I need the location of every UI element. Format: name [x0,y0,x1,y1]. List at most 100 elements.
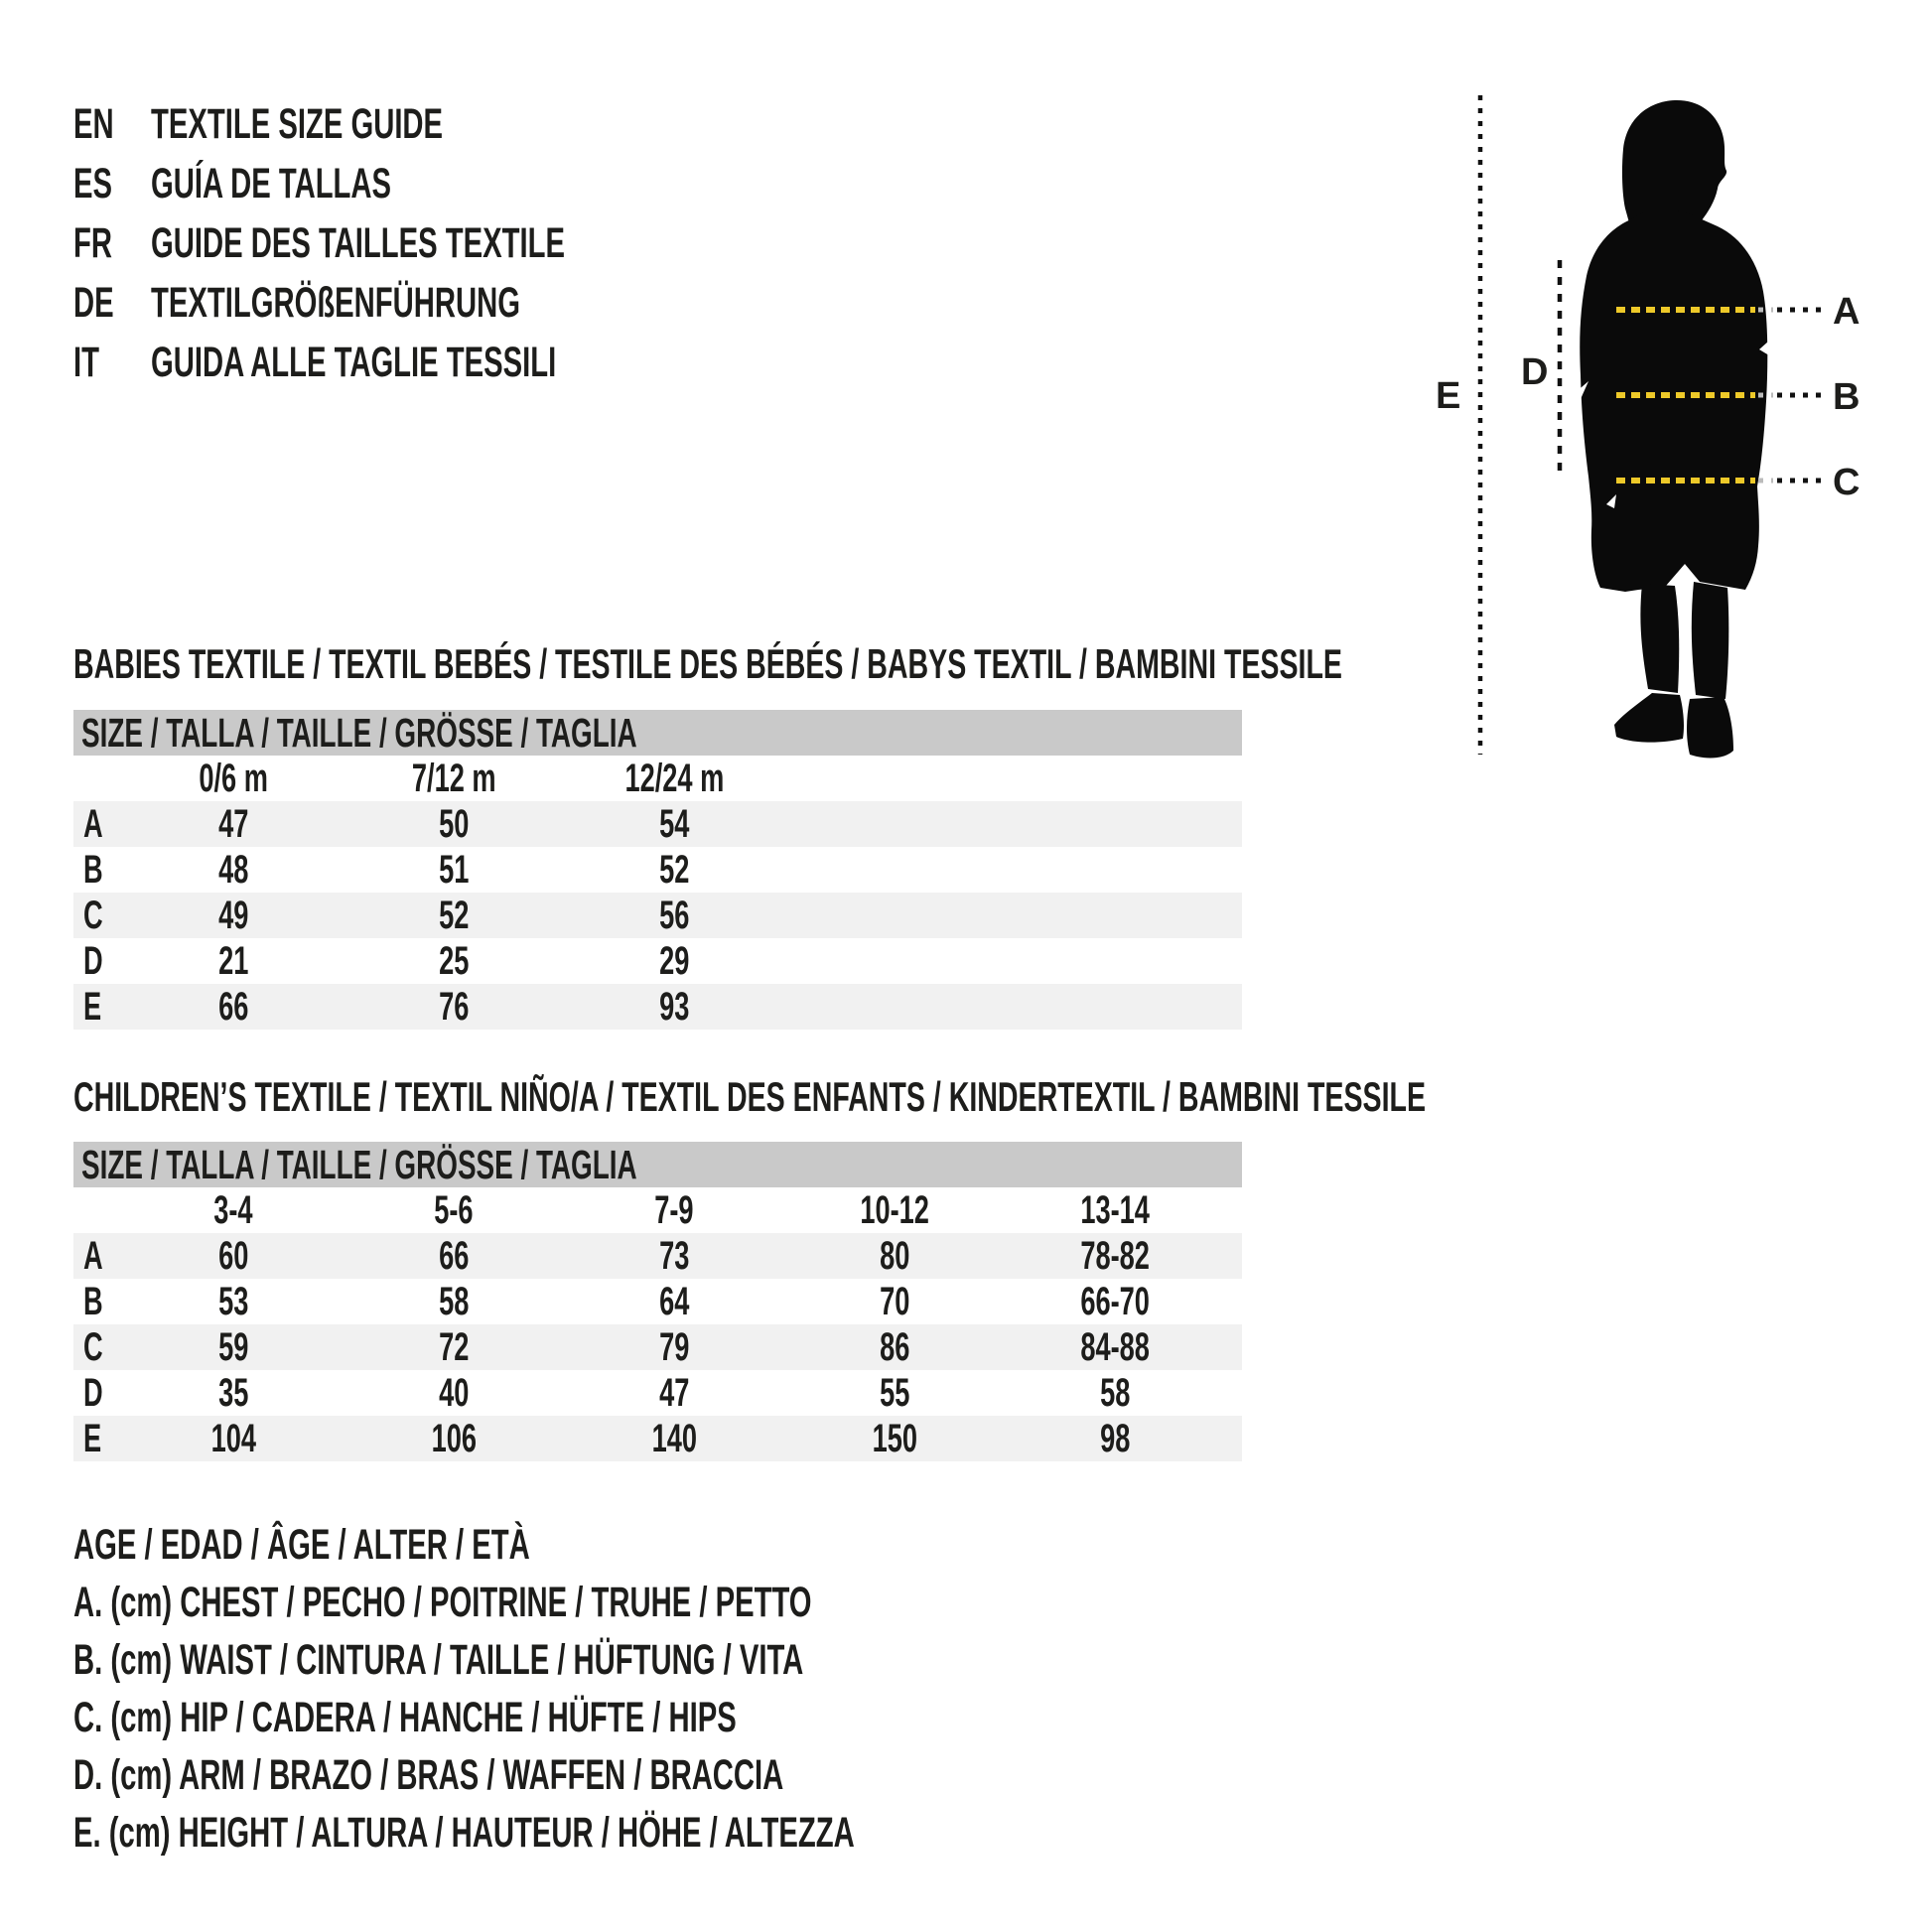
value-cell: 55 [879,1370,910,1415]
column-header: 0/6 m [199,756,268,800]
babies-row-c: C 49 52 56 [73,893,1242,938]
value-cell: 21 [217,938,249,983]
value-cell: 150 [872,1416,917,1460]
row-label: C [83,893,103,937]
lang-row-de: DE TEXTILGRÖßENFÜHRUNG [73,273,759,333]
babies-row-e: E 66 76 93 [73,984,1242,1030]
value-cell: 56 [658,893,690,937]
measure-labels: A B C D E [1436,291,1860,503]
legend-age-line: AGE / EDAD / ÂGE / ALTER / ETÀ [73,1520,530,1569]
value-cell: 66 [438,1233,470,1278]
value-cell: 78-82 [1080,1233,1150,1278]
value-cell: 104 [210,1416,256,1460]
legend-chest-line: A. (cm) CHEST / PECHO / POITRINE / TRUHE… [73,1578,812,1626]
value-cell: 52 [438,893,470,937]
value-cell: 80 [879,1233,910,1278]
silhouette-left-leg [1640,584,1680,693]
value-cell: 64 [658,1279,690,1323]
legend-height-line: E. (cm) HEIGHT / ALTURA / HAUTEUR / HÖHE… [73,1808,855,1857]
babies-column-header-row: 0/6 m 7/12 m 12/24 m [73,756,1242,801]
silhouette-right-leg [1691,582,1729,699]
row-label: D [83,1370,103,1415]
children-size-header-bar: SIZE / TALLA / TAILLE / GRÖSSE / TAGLIA [73,1142,1242,1187]
child-silhouette [1580,99,1768,759]
lang-title: GUIDA ALLE TAGLIE TESSILI [151,338,557,386]
value-cell: 47 [217,801,249,846]
value-cell: 25 [438,938,470,983]
lang-code: ES [73,159,113,207]
children-row-b: B 53 58 64 70 66-70 [73,1279,1242,1324]
value-cell: 76 [438,984,470,1029]
row-label: E [83,984,102,1029]
silhouette-left-shoe [1614,693,1684,743]
label-c: C [1833,462,1860,503]
babies-size-table: SIZE / TALLA / TAILLE / GRÖSSE / TAGLIA … [73,710,1242,1030]
lang-row-fr: FR GUIDE DES TAILLES TEXTILE [73,213,759,273]
lang-code: EN [73,99,114,148]
lang-title: TEXTILGRÖßENFÜHRUNG [151,278,520,327]
value-cell: 106 [431,1416,477,1460]
legend-waist-line: B. (cm) WAIST / CINTURA / TAILLE / HÜFTU… [73,1635,804,1684]
value-cell: 58 [438,1279,470,1323]
label-b: B [1833,376,1860,418]
label-a: A [1833,291,1860,333]
children-size-table: SIZE / TALLA / TAILLE / GRÖSSE / TAGLIA … [73,1142,1242,1461]
column-header: 13-14 [1080,1187,1150,1232]
row-label: E [83,1416,102,1460]
value-cell: 72 [438,1324,470,1369]
column-header: 5-6 [434,1187,474,1232]
silhouette-notches [1575,342,1769,508]
lang-row-en: EN TEXTILE SIZE GUIDE [73,94,759,154]
lang-code: IT [73,338,99,386]
value-cell: 79 [658,1324,690,1369]
label-e: E [1436,375,1460,417]
row-label: A [83,801,103,846]
value-cell: 54 [658,801,690,846]
value-cell: 93 [658,984,690,1029]
silhouette-head [1621,99,1727,237]
value-cell: 66-70 [1080,1279,1150,1323]
row-label: A [83,1233,103,1278]
lang-row-es: ES GUÍA DE TALLAS [73,154,759,213]
value-cell: 35 [217,1370,249,1415]
children-row-a: A 60 66 73 80 78-82 [73,1233,1242,1279]
babies-row-d: D 21 25 29 [73,938,1242,984]
lang-title: TEXTILE SIZE GUIDE [151,99,444,148]
value-cell: 60 [217,1233,249,1278]
value-cell: 70 [879,1279,910,1323]
value-cell: 98 [1099,1416,1131,1460]
babies-size-header-bar: SIZE / TALLA / TAILLE / GRÖSSE / TAGLIA [73,710,1242,756]
lang-code: DE [73,278,114,327]
value-cell: 59 [217,1324,249,1369]
measurement-legend: AGE / EDAD / ÂGE / ALTER / ETÀ A. (cm) C… [73,1516,1222,1862]
value-cell: 140 [651,1416,697,1460]
child-silhouette-figure: A B C D E [1436,95,1860,759]
value-cell: 50 [438,801,470,846]
value-cell: 58 [1099,1370,1131,1415]
children-row-e: E 104 106 140 150 98 [73,1416,1242,1461]
row-label: B [83,1279,103,1323]
babies-section-title: BABIES TEXTILE / TEXTIL BEBÉS / TESTILE … [73,640,1342,687]
babies-row-a: A 47 50 54 [73,801,1242,847]
children-row-c: C 59 72 79 86 84-88 [73,1324,1242,1370]
legend-arm-line: D. (cm) ARM / BRAZO / BRAS / WAFFEN / BR… [73,1750,784,1799]
value-cell: 49 [217,893,249,937]
silhouette-torso [1580,209,1768,592]
row-label: D [83,938,103,983]
label-d: D [1521,351,1548,393]
row-label: B [83,847,103,892]
value-cell: 40 [438,1370,470,1415]
lang-code: FR [73,218,112,267]
legend-hip-line: C. (cm) HIP / CADERA / HANCHE / HÜFTE / … [73,1693,737,1741]
children-row-d: D 35 40 47 55 58 [73,1370,1242,1416]
value-cell: 29 [658,938,690,983]
measure-lines [1616,307,1825,483]
value-cell: 86 [879,1324,910,1369]
value-cell: 51 [438,847,470,892]
column-header: 12/24 m [624,756,724,800]
silhouette-right-shoe [1687,697,1733,759]
babies-row-b: B 48 51 52 [73,847,1242,893]
value-cell: 84-88 [1080,1324,1150,1369]
value-cell: 48 [217,847,249,892]
